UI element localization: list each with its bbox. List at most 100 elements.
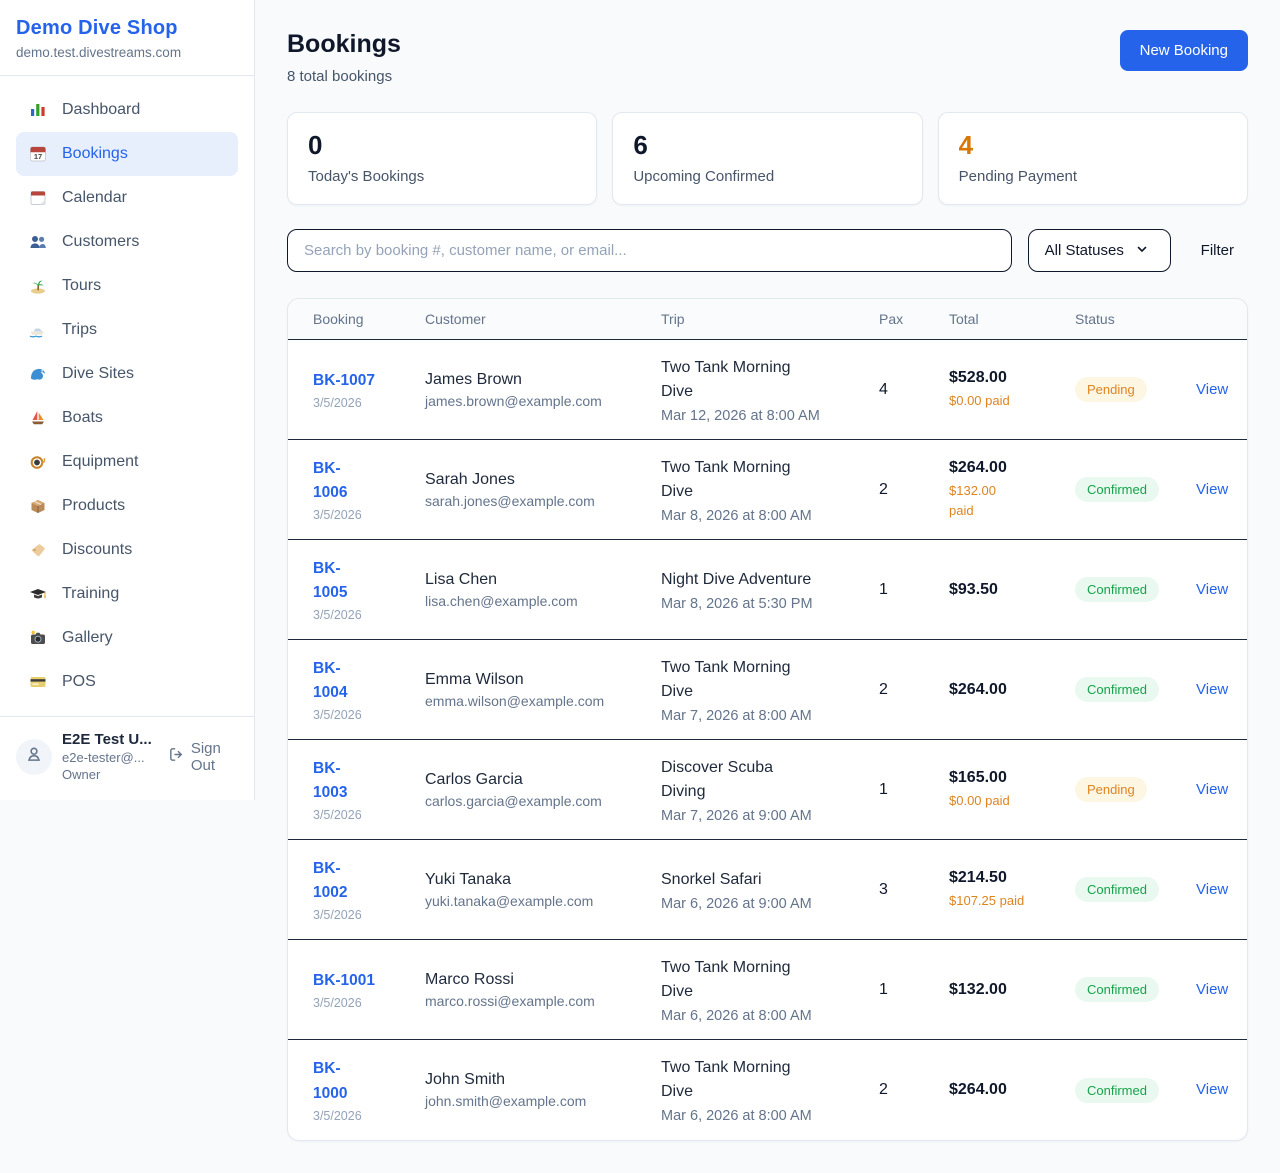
booking-id-link[interactable]: BK- 1005 xyxy=(313,559,348,601)
view-link[interactable]: View xyxy=(1196,1081,1229,1098)
booking-date: 3/5/2026 xyxy=(313,396,362,410)
status-badge: Confirmed xyxy=(1075,477,1159,502)
customer-email: emma.wilson@example.com xyxy=(425,692,605,709)
trip-cell: Two Tank Morning Dive Mar 8, 2026 at 8:00… xyxy=(661,456,879,524)
graduation-cap-icon xyxy=(28,584,48,604)
paid-amount: $132.00 paid xyxy=(949,483,996,518)
dive-mask-icon xyxy=(28,452,48,472)
sidebar-item-tours[interactable]: Tours xyxy=(16,264,238,308)
trip-name: Two Tank Morning Dive xyxy=(661,958,791,1000)
stat-value: 6 xyxy=(633,130,648,160)
stat-label: Today's Bookings xyxy=(308,168,425,185)
status-badge: Confirmed xyxy=(1075,677,1159,702)
booking-id-link[interactable]: BK- 1006 xyxy=(313,459,348,501)
sidebar-item-gallery[interactable]: Gallery xyxy=(16,616,238,660)
actions-cell: View xyxy=(1196,1081,1228,1099)
status-cell: Confirmed xyxy=(1075,977,1196,1002)
status-filter-select[interactable]: All Statuses xyxy=(1027,229,1171,272)
total-amount: $165.00 xyxy=(949,768,1007,786)
trip-datetime: Mar 8, 2026 at 5:30 PM xyxy=(661,595,813,612)
brand: Demo Dive Shop demo.test.divestreams.com xyxy=(0,0,254,76)
sidebar-item-label: Equipment xyxy=(62,453,139,470)
new-booking-button[interactable]: New Booking xyxy=(1119,30,1248,71)
bookings-table: Booking Customer Trip Pax Total Status BK-100… xyxy=(287,298,1248,1141)
column-header: Booking xyxy=(313,311,364,327)
customer-name: Lisa Chen xyxy=(425,570,498,588)
view-link[interactable]: View xyxy=(1196,780,1229,798)
total-cell: $528.00 $0.00 paid xyxy=(949,369,1075,411)
sidebar-item-dive-sites[interactable]: Dive Sites xyxy=(16,352,238,396)
booking-id-link[interactable]: BK- 1004 xyxy=(313,659,348,701)
svg-text:17: 17 xyxy=(34,152,42,161)
customer-name: Marco Rossi xyxy=(425,970,514,988)
sidebar-item-trips[interactable]: Trips xyxy=(16,308,238,352)
view-link[interactable]: View xyxy=(1196,380,1229,398)
trip-name: Two Tank Morning Dive xyxy=(661,658,791,700)
page-subtitle: 8 total bookings xyxy=(287,68,393,85)
customer-name: James Brown xyxy=(425,370,522,388)
table-row: BK-1001 3/5/2026 Marco Rossi marco.rossi@ex… xyxy=(288,940,1247,1040)
stat-card: 4 Pending Payment xyxy=(937,112,1248,205)
island-icon xyxy=(28,276,48,296)
booking-id-link[interactable]: BK- 1002 xyxy=(313,859,348,901)
status-cell: Confirmed xyxy=(1075,1077,1196,1103)
view-link[interactable]: View xyxy=(1196,980,1229,998)
column-header: Pax xyxy=(879,311,904,327)
sidebar-item-training[interactable]: Training xyxy=(16,572,238,616)
actions-cell: View xyxy=(1196,481,1228,499)
actions-cell: View xyxy=(1196,781,1228,799)
customer-cell: Emma Wilson emma.wilson@example.com xyxy=(425,671,661,709)
sidebar-item-label: Boats xyxy=(62,409,103,426)
sidebar-item-boats[interactable]: Boats xyxy=(16,396,238,440)
column-header: Total xyxy=(949,311,979,327)
sidebar-item-equipment[interactable]: Equipment xyxy=(16,440,238,484)
view-link[interactable]: View xyxy=(1196,480,1229,498)
table-row: BK-1007 3/5/2026 James Brown james.brown@ex… xyxy=(288,340,1247,440)
sidebar-item-calendar[interactable]: Calendar xyxy=(16,176,238,220)
stats-row: 0 Today's Bookings 6 Upcoming Confirmed 4 Pen… xyxy=(287,112,1248,205)
sidebar-item-bookings[interactable]: 17 Bookings xyxy=(16,132,238,176)
booking-cell: BK- 1005 3/5/2026 xyxy=(313,557,425,622)
user-email: e2e-tester@... xyxy=(62,750,145,765)
sign-out-button[interactable]: Sign Out xyxy=(168,740,240,774)
status-filter-value: All Statuses xyxy=(1044,242,1124,259)
sidebar-item-dashboard[interactable]: Dashboard xyxy=(16,88,238,132)
booking-id-link[interactable]: BK-1007 xyxy=(313,371,376,389)
view-link[interactable]: View xyxy=(1196,580,1229,598)
booking-id-link[interactable]: BK- 1003 xyxy=(313,759,348,801)
pax-value: 1 xyxy=(879,980,888,998)
bookings-table-body: BK-1007 3/5/2026 James Brown james.brown@ex… xyxy=(288,340,1247,1140)
table-row: BK- 1006 3/5/2026 Sarah Jones sarah.jones@e… xyxy=(288,440,1247,540)
total-amount: $132.00 xyxy=(949,980,1007,998)
customer-name: Emma Wilson xyxy=(425,670,524,688)
trip-cell: Two Tank Morning Dive Mar 6, 2026 at 8:00… xyxy=(661,1056,879,1124)
customer-email: marco.rossi@example.com xyxy=(425,992,595,1009)
main-content: Bookings 8 total bookings New Booking 0 T… xyxy=(255,0,1280,1173)
filter-button[interactable]: Filter xyxy=(1187,242,1248,259)
view-link[interactable]: View xyxy=(1196,680,1229,698)
status-cell: Pending xyxy=(1075,377,1196,402)
calendar-icon xyxy=(28,188,48,208)
sidebar-item-customers[interactable]: Customers xyxy=(16,220,238,264)
booking-cell: BK- 1002 3/5/2026 xyxy=(313,857,425,922)
booking-date: 3/5/2026 xyxy=(313,508,362,523)
sidebar-item-label: POS xyxy=(62,673,96,690)
booking-id-link[interactable]: BK- 1000 xyxy=(313,1060,348,1102)
user-name: E2E Test U... xyxy=(62,731,152,748)
stat-value: 0 xyxy=(308,130,323,160)
column-header: Trip xyxy=(661,311,685,327)
view-link[interactable]: View xyxy=(1196,880,1229,898)
customer-cell: Lisa Chen lisa.chen@example.com xyxy=(425,571,661,609)
pax-value: 1 xyxy=(879,780,888,798)
stat-value: 4 xyxy=(958,130,974,160)
search-input[interactable] xyxy=(287,229,1012,272)
sidebar-item-products[interactable]: Products xyxy=(16,484,238,528)
booking-id-link[interactable]: BK-1001 xyxy=(313,971,376,989)
sidebar-item-pos[interactable]: POS xyxy=(16,660,238,704)
customer-cell: John Smith john.smith@example.com xyxy=(425,1071,661,1109)
sidebar-item-label: Bookings xyxy=(62,145,128,162)
calendar-date-icon: 17 xyxy=(28,144,48,164)
total-amount: $528.00 xyxy=(949,368,1007,386)
status-cell: Pending xyxy=(1075,777,1196,802)
sidebar-item-discounts[interactable]: Discounts xyxy=(16,528,238,572)
